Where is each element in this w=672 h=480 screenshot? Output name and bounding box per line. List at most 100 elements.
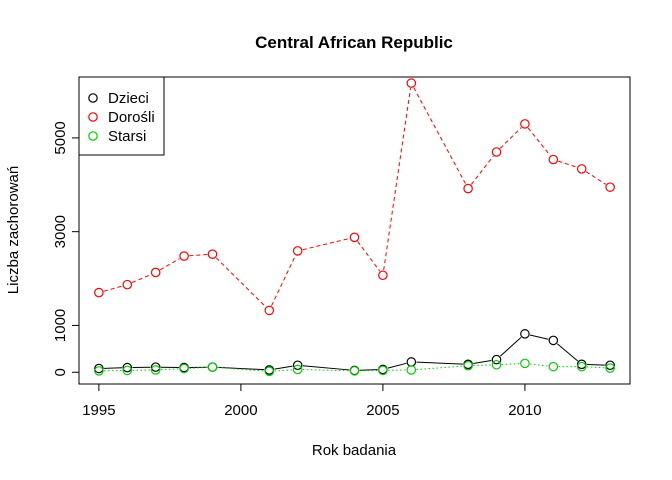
data-point bbox=[463, 360, 473, 371]
data-point bbox=[520, 119, 530, 129]
x-axis-label: Rok badania bbox=[312, 442, 397, 459]
data-point bbox=[576, 359, 587, 370]
data-point bbox=[491, 359, 502, 370]
data-point bbox=[122, 362, 133, 373]
series-line-segment bbox=[500, 336, 522, 357]
series-dzieci bbox=[94, 329, 615, 376]
series-line-segment bbox=[501, 363, 520, 366]
data-point bbox=[94, 363, 104, 374]
series-line-segment bbox=[586, 363, 605, 366]
series-line-segment bbox=[159, 258, 180, 271]
series-line-segment bbox=[302, 365, 350, 371]
data-point bbox=[520, 329, 530, 339]
y-tick-label: 1000 bbox=[52, 309, 69, 342]
data-point bbox=[463, 183, 473, 194]
series-line-segment bbox=[274, 365, 293, 370]
series-line-segment bbox=[558, 160, 577, 168]
data-point bbox=[264, 366, 275, 377]
data-point bbox=[94, 366, 104, 376]
data-point bbox=[491, 147, 502, 157]
series-line-segment bbox=[131, 274, 152, 284]
y-tick-label: 5000 bbox=[52, 121, 69, 154]
series-line-segment bbox=[470, 155, 494, 185]
data-point bbox=[576, 164, 587, 174]
data-point bbox=[548, 361, 559, 372]
data-point bbox=[406, 365, 417, 375]
legend-label: Dorośli bbox=[108, 109, 155, 126]
series-line-segment bbox=[104, 367, 123, 369]
series-line-segment bbox=[527, 127, 551, 156]
series-line-segment bbox=[416, 361, 463, 365]
series-line-segment bbox=[413, 87, 467, 185]
y-tick-label: 0 bbox=[52, 368, 69, 376]
data-point bbox=[605, 363, 615, 373]
data-point bbox=[548, 335, 559, 346]
data-point bbox=[378, 365, 388, 376]
series-doro-li bbox=[94, 78, 615, 316]
data-point bbox=[122, 365, 133, 376]
series-line-segment bbox=[302, 238, 350, 251]
data-point bbox=[548, 154, 559, 165]
x-axis: 1995 2000 2005 2010 bbox=[82, 383, 542, 419]
series-line-segment bbox=[274, 369, 293, 372]
data-point bbox=[150, 267, 161, 278]
legend-marker bbox=[88, 112, 98, 122]
series-line-segment bbox=[189, 366, 208, 369]
series-line-segment bbox=[359, 369, 378, 371]
x-tick-label: 1995 bbox=[82, 402, 115, 419]
series-line-segment bbox=[473, 359, 492, 364]
legend-label: Dzieci bbox=[108, 90, 149, 107]
data-point bbox=[406, 357, 417, 367]
data-point bbox=[207, 362, 218, 372]
legend: Dzieci Dorośli Starsi bbox=[78, 76, 165, 156]
data-point bbox=[292, 364, 303, 375]
data-point bbox=[264, 305, 275, 316]
data-point bbox=[207, 249, 218, 259]
series-line-segment bbox=[585, 171, 607, 185]
series-line-segment bbox=[271, 255, 296, 306]
legend-box bbox=[78, 76, 165, 156]
data-point bbox=[349, 366, 360, 376]
data-point bbox=[605, 182, 615, 192]
series-line-segment bbox=[499, 127, 522, 149]
series-line-segment bbox=[387, 362, 407, 369]
series-line-segment bbox=[215, 257, 266, 308]
legend-marker bbox=[88, 93, 98, 103]
data-point bbox=[292, 246, 303, 256]
series-line-segment bbox=[189, 254, 208, 257]
legend-label: Starsi bbox=[108, 128, 146, 145]
data-point bbox=[491, 354, 502, 365]
data-point bbox=[179, 251, 189, 261]
series-line-segment bbox=[103, 285, 123, 292]
data-point bbox=[292, 360, 303, 371]
x-tick-label: 2005 bbox=[366, 402, 399, 419]
y-axis-label: Liczba zachorowań bbox=[5, 166, 22, 294]
series-line-segment bbox=[529, 334, 549, 340]
data-point bbox=[406, 78, 417, 88]
series-line-segment bbox=[160, 368, 179, 371]
series-starsi bbox=[94, 358, 615, 377]
data-point bbox=[378, 270, 388, 281]
series-line-segment bbox=[383, 88, 412, 271]
y-axis: 0 1000 3000 5000 bbox=[52, 121, 80, 376]
data-point bbox=[150, 362, 161, 372]
y-tick-label: 3000 bbox=[52, 215, 69, 248]
data-point bbox=[605, 360, 615, 371]
series-line-segment bbox=[530, 363, 549, 367]
chart-title: Central African Republic bbox=[255, 33, 453, 52]
series-line-segment bbox=[217, 366, 265, 371]
data-point bbox=[94, 287, 104, 298]
series-line-segment bbox=[556, 343, 579, 362]
data-point bbox=[576, 361, 587, 372]
data-point bbox=[520, 358, 530, 369]
data-point bbox=[150, 365, 161, 375]
x-tick-label: 2000 bbox=[224, 402, 257, 419]
series-line-segment bbox=[473, 364, 492, 367]
series-line-segment bbox=[586, 366, 605, 369]
legend-marker bbox=[88, 131, 98, 141]
data-point bbox=[349, 232, 360, 243]
x-tick-label: 2010 bbox=[508, 402, 541, 419]
data-point bbox=[179, 363, 189, 374]
series-line-segment bbox=[416, 365, 463, 371]
